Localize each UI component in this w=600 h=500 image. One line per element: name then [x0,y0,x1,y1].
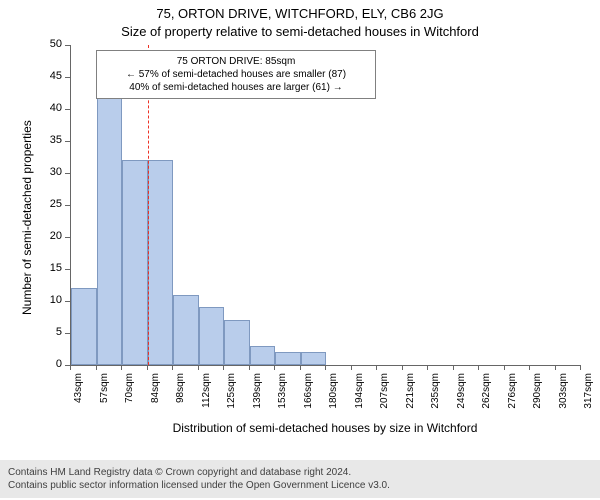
y-tick-label: 10 [40,294,62,306]
y-tick-mark [65,301,70,302]
x-tick-mark [274,365,275,370]
x-tick-label: 112sqm [201,373,212,423]
x-tick-mark [453,365,454,370]
y-tick-label: 40 [40,102,62,114]
annotation-line: 75 ORTON DRIVE: 85sqm [103,55,369,68]
x-tick-mark [249,365,250,370]
histogram-bar [275,352,301,365]
y-axis-label: Number of semi-detached properties [20,120,34,315]
x-tick-label: 194sqm [354,373,365,423]
x-tick-mark [555,365,556,370]
x-tick-label: 166sqm [303,373,314,423]
x-tick-mark [121,365,122,370]
x-tick-label: 249sqm [456,373,467,423]
x-tick-mark [427,365,428,370]
x-tick-label: 235sqm [430,373,441,423]
histogram-bar [148,160,174,365]
y-tick-label: 0 [40,358,62,370]
x-tick-mark [325,365,326,370]
x-tick-mark [198,365,199,370]
attribution-line: Contains HM Land Registry data © Crown c… [8,466,592,479]
x-tick-label: 84sqm [150,373,161,423]
histogram-bar [71,288,97,365]
attribution-line: Contains public sector information licen… [8,479,592,492]
x-tick-label: 125sqm [226,373,237,423]
histogram-bar [122,160,148,365]
x-tick-mark [96,365,97,370]
y-tick-mark [65,141,70,142]
y-tick-mark [65,269,70,270]
x-tick-mark [70,365,71,370]
y-tick-label: 30 [40,166,62,178]
x-tick-mark [529,365,530,370]
x-tick-label: 57sqm [99,373,110,423]
y-tick-label: 50 [40,38,62,50]
x-tick-label: 290sqm [532,373,543,423]
x-tick-mark [402,365,403,370]
x-tick-mark [504,365,505,370]
annotation-line: ← 57% of semi-detached houses are smalle… [103,68,369,81]
x-tick-mark [223,365,224,370]
attribution-footer: Contains HM Land Registry data © Crown c… [0,460,600,498]
x-tick-label: 98sqm [175,373,186,423]
y-tick-mark [65,205,70,206]
chart-title-1: 75, ORTON DRIVE, WITCHFORD, ELY, CB6 2JG [0,6,600,21]
y-tick-label: 15 [40,262,62,274]
x-tick-mark [172,365,173,370]
x-tick-label: 43sqm [73,373,84,423]
x-tick-label: 70sqm [124,373,135,423]
x-tick-label: 276sqm [507,373,518,423]
x-tick-label: 303sqm [558,373,569,423]
x-tick-mark [300,365,301,370]
histogram-bar [199,307,225,365]
x-tick-label: 317sqm [583,373,594,423]
chart-title-2: Size of property relative to semi-detach… [0,24,600,39]
annotation-box: 75 ORTON DRIVE: 85sqm ← 57% of semi-deta… [96,50,376,99]
y-tick-mark [65,237,70,238]
y-tick-label: 35 [40,134,62,146]
y-tick-mark [65,333,70,334]
y-tick-label: 25 [40,198,62,210]
x-tick-label: 153sqm [277,373,288,423]
y-tick-mark [65,77,70,78]
histogram-bar [250,346,276,365]
x-tick-label: 207sqm [379,373,390,423]
histogram-bar [301,352,327,365]
y-tick-mark [65,45,70,46]
histogram-bar [224,320,250,365]
x-tick-mark [376,365,377,370]
annotation-line: 40% of semi-detached houses are larger (… [103,81,369,94]
y-tick-label: 20 [40,230,62,242]
histogram-bar [97,77,123,365]
x-tick-label: 221sqm [405,373,416,423]
x-tick-label: 262sqm [481,373,492,423]
histogram-bar [173,295,199,365]
x-tick-mark [351,365,352,370]
y-tick-label: 5 [40,326,62,338]
x-tick-label: 139sqm [252,373,263,423]
y-tick-mark [65,109,70,110]
x-axis-label: Distribution of semi-detached houses by … [70,421,580,435]
x-tick-label: 180sqm [328,373,339,423]
x-tick-mark [147,365,148,370]
y-tick-label: 45 [40,70,62,82]
y-tick-mark [65,173,70,174]
x-tick-mark [478,365,479,370]
x-tick-mark [580,365,581,370]
